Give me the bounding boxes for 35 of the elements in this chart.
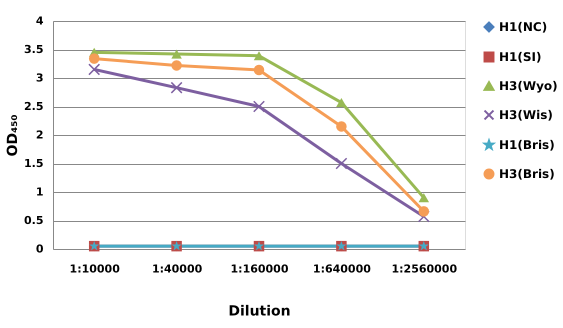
y-tick-label: 0 [36, 242, 44, 256]
y-tick-label: 3 [36, 72, 44, 84]
x-axis-title: Dilution [228, 304, 291, 320]
legend-label: H1(SI) [499, 50, 542, 64]
legend-label: H3(Wis) [499, 108, 553, 122]
y-tick-label: 1 [36, 186, 44, 198]
point [418, 210, 430, 223]
legend-label: H3(Bris) [499, 167, 555, 181]
point [418, 206, 430, 217]
y-tick-label: 2.5 [24, 100, 44, 113]
y-tick-label: 3.5 [24, 43, 44, 56]
point [253, 100, 265, 112]
point [254, 64, 264, 76]
point [170, 82, 183, 94]
x-tick-label: 1:10000 [70, 262, 120, 276]
point [254, 51, 264, 60]
point [171, 60, 182, 71]
y-tick-label: 2 [36, 128, 44, 142]
legend-label: H1(Bris) [499, 138, 555, 152]
x-tick-label: 1:160000 [230, 262, 289, 276]
point [88, 53, 100, 64]
point [171, 50, 182, 59]
legend-label: H1(NC) [499, 20, 548, 34]
y-tick-label: 1.5 [24, 157, 44, 170]
x-tick-label: 1:40000 [152, 262, 203, 276]
x-tick-label: 1:2560000 [391, 262, 458, 276]
legend-label: H3(Wyo) [499, 79, 558, 93]
y-tick-label: 0.5 [24, 214, 44, 227]
point [336, 121, 347, 132]
point [336, 98, 347, 108]
x-tick-label: 1:640000 [312, 262, 372, 276]
point [88, 63, 100, 76]
point [418, 193, 430, 202]
y-tick-label: 4 [36, 14, 44, 28]
y-axis-title: OD₄₅₀ [5, 114, 22, 156]
